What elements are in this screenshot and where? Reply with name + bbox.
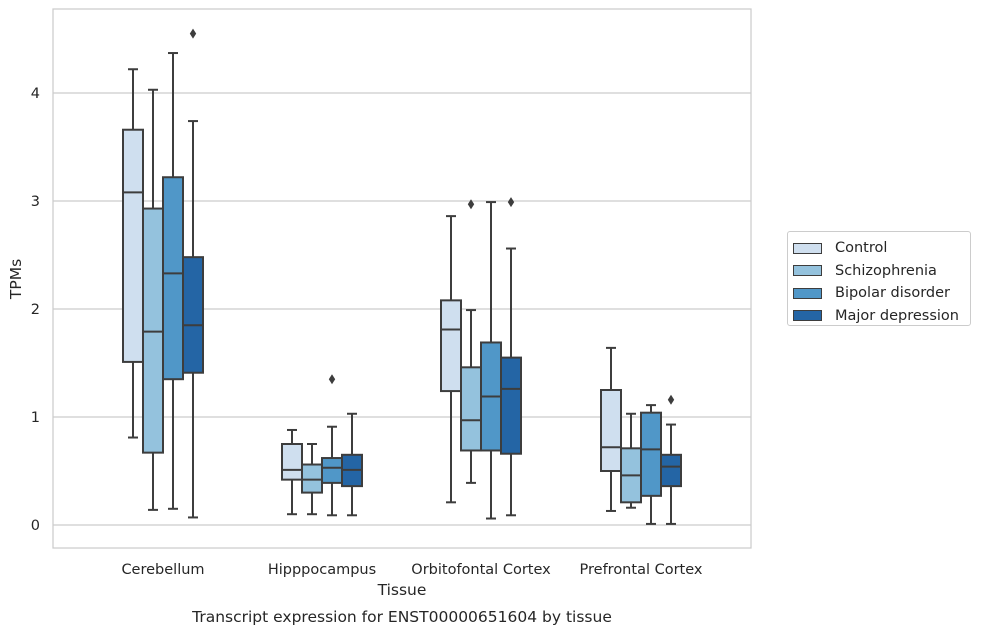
legend-item-schizophrenia: Schizophrenia — [793, 260, 970, 283]
box-iqr — [640, 411, 662, 497]
box-schizophrenia-hipppocampus — [301, 443, 323, 516]
x-tick-label-prefrontal-cortex: Prefrontal Cortex — [580, 562, 703, 578]
box-iqr — [440, 299, 462, 393]
series-bipolar-disorder — [162, 52, 662, 525]
legend: Control Schizophrenia Bipolar disorder M… — [787, 231, 971, 326]
box-iqr — [182, 256, 204, 374]
outlier-point — [667, 394, 675, 405]
y-tick-labels: 0 1 2 3 4 — [31, 86, 40, 534]
box-major-depression-hipppocampus — [341, 412, 363, 517]
legend-swatch-control — [793, 242, 822, 254]
legend-item-control: Control — [793, 237, 970, 260]
box-bipolar-disorder-hipppocampus — [321, 374, 343, 517]
series-major-depression — [182, 28, 682, 525]
box-control-cerebellum — [122, 68, 144, 439]
box-iqr — [660, 453, 682, 488]
legend-item-major-depression: Major depression — [793, 305, 970, 328]
y-tick-label: 1 — [31, 410, 40, 426]
box-iqr — [460, 366, 482, 452]
chart-caption: Transcript expression for ENST0000065160… — [191, 608, 612, 626]
legend-swatch-schizophrenia — [793, 265, 822, 277]
legend-label-major-depression: Major depression — [835, 307, 959, 324]
x-axis-label: Tissue — [377, 581, 427, 599]
y-tick-label: 2 — [31, 302, 40, 318]
legend-item-bipolar-disorder: Bipolar disorder — [793, 282, 970, 305]
box-iqr — [321, 457, 343, 484]
outlier-point — [507, 197, 515, 208]
legend-label-bipolar-disorder: Bipolar disorder — [835, 285, 950, 302]
box-bipolar-disorder-cerebellum — [162, 52, 184, 510]
box-iqr — [281, 443, 303, 481]
box-schizophrenia-cerebellum — [142, 88, 164, 511]
box-iqr — [142, 207, 164, 454]
outlier-point — [328, 374, 336, 385]
plot-frame — [52, 8, 752, 549]
y-tick-label: 4 — [31, 86, 40, 102]
box-iqr — [162, 176, 184, 381]
outlier-point — [467, 199, 475, 210]
x-tick-label-orbitofontal-cortex: Orbitofontal Cortex — [411, 562, 551, 578]
y-tick-label: 3 — [31, 194, 40, 210]
box-control-hipppocampus — [281, 428, 303, 516]
box-iqr — [301, 463, 323, 494]
box-iqr — [500, 356, 522, 455]
y-tick-label: 0 — [31, 518, 40, 534]
legend-swatch-bipolar-disorder — [793, 287, 822, 299]
box-control-orbitofontal-cortex — [440, 215, 462, 504]
box-iqr — [600, 389, 622, 472]
legend-label-control: Control — [835, 240, 888, 257]
boxes-layer — [122, 28, 682, 525]
box-bipolar-disorder-orbitofontal-cortex — [480, 201, 502, 520]
box-schizophrenia-orbitofontal-cortex — [460, 199, 482, 484]
x-tick-labels: Cerebellum Hipppocampus Orbitofontal Corte… — [121, 562, 702, 578]
y-axis-label: TPMs — [7, 259, 25, 300]
box-bipolar-disorder-prefrontal-cortex — [640, 404, 662, 525]
box-control-prefrontal-cortex — [600, 346, 622, 512]
outlier-point — [189, 28, 197, 39]
box-iqr — [122, 128, 144, 363]
legend-swatch-major-depression — [793, 310, 822, 322]
box-major-depression-cerebellum — [182, 28, 204, 519]
box-major-depression-orbitofontal-cortex — [500, 197, 522, 517]
x-tick-label-cerebellum: Cerebellum — [121, 562, 204, 578]
series-schizophrenia — [142, 88, 642, 516]
box-major-depression-prefrontal-cortex — [660, 394, 682, 525]
legend-label-schizophrenia: Schizophrenia — [835, 262, 937, 279]
box-schizophrenia-prefrontal-cortex — [620, 412, 642, 509]
x-tick-label-hipppocampus: Hipppocampus — [268, 562, 376, 578]
